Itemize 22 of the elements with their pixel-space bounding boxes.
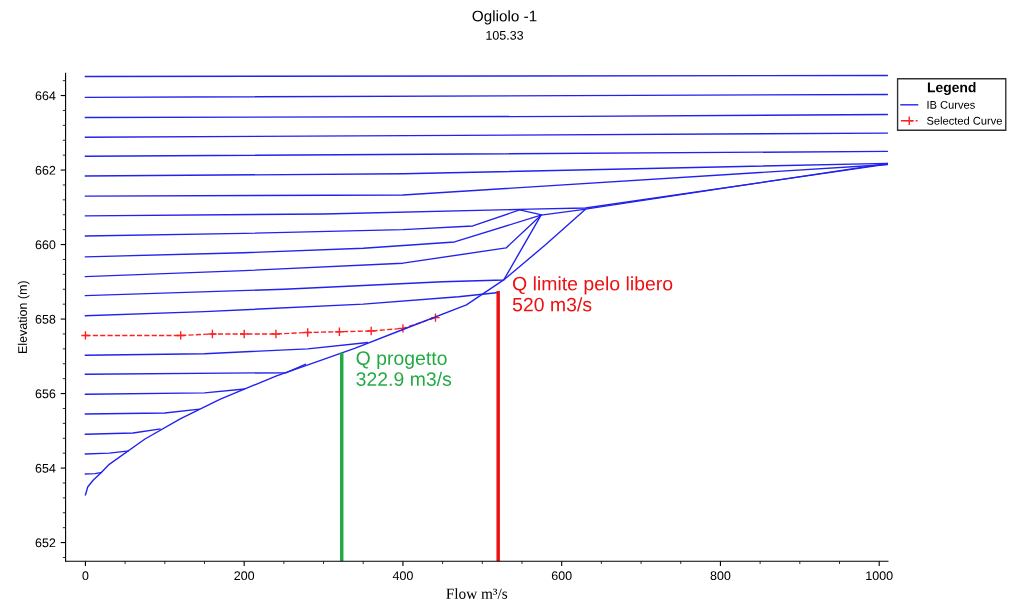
y-tick-label: 656 xyxy=(35,389,56,399)
y-tick-label: 652 xyxy=(35,538,56,548)
chart-title: Ogliolo -1 xyxy=(472,10,537,25)
y-axis-title: Elevation (m) xyxy=(17,281,30,353)
annotation: Q progetto 322.9 m3/s xyxy=(356,351,452,386)
x-axis-title: Flow m³/s xyxy=(446,588,508,599)
annotation: Q limite pelo libero 520 m3/s xyxy=(512,276,673,312)
y-tick-label: 662 xyxy=(35,165,56,175)
legend-label: Selected Curve xyxy=(926,116,1002,125)
y-tick-label: 658 xyxy=(35,314,56,324)
y-tick-label: 664 xyxy=(35,91,56,101)
x-tick-label: 600 xyxy=(551,571,572,581)
chart-subtitle: 105.33 xyxy=(486,30,524,40)
y-tick-label: 654 xyxy=(35,463,56,473)
x-tick-label: 800 xyxy=(710,571,731,581)
x-tick-label: 0 xyxy=(82,571,89,581)
x-tick-label: 200 xyxy=(234,571,255,581)
x-tick-label: 1000 xyxy=(866,571,893,581)
legend-title: Legend xyxy=(927,82,976,96)
legend-label: IB Curves xyxy=(927,100,975,109)
x-tick-label: 400 xyxy=(392,571,413,581)
y-tick-label: 660 xyxy=(35,240,56,250)
